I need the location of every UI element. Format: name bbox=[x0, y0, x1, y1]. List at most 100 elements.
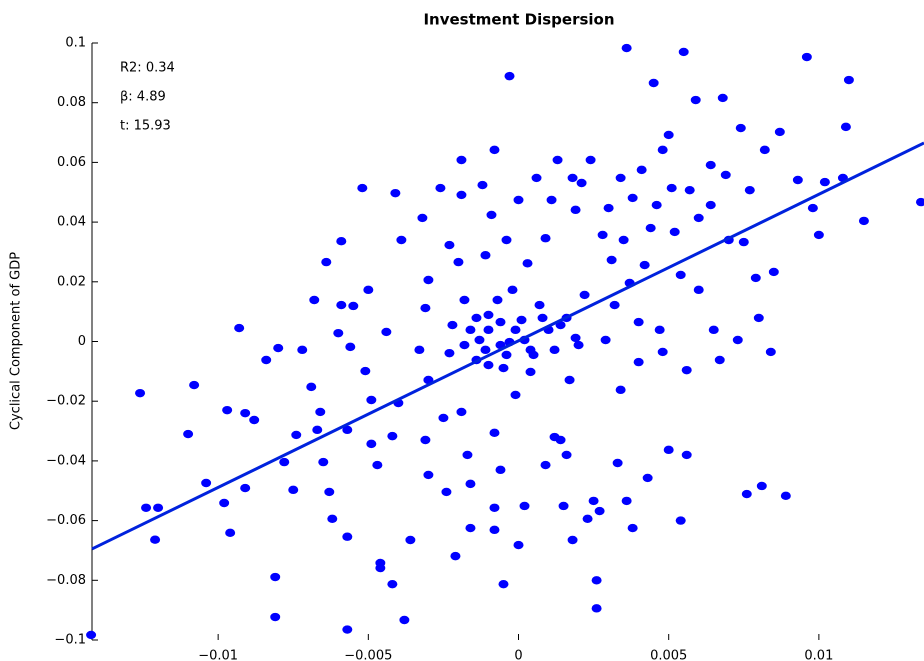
point bbox=[588, 496, 599, 506]
point bbox=[201, 478, 212, 488]
point bbox=[501, 235, 512, 245]
point bbox=[819, 177, 830, 187]
point bbox=[279, 457, 290, 467]
point bbox=[477, 180, 488, 190]
point bbox=[642, 473, 653, 483]
point bbox=[738, 237, 749, 247]
y-tick-label: −0.02 bbox=[46, 394, 86, 409]
point bbox=[657, 145, 668, 155]
point bbox=[288, 485, 299, 495]
point bbox=[480, 345, 491, 355]
point bbox=[735, 123, 746, 133]
point bbox=[537, 313, 548, 323]
point bbox=[465, 523, 476, 533]
point bbox=[684, 185, 695, 195]
point bbox=[564, 375, 575, 385]
point bbox=[135, 388, 146, 398]
point bbox=[261, 355, 272, 365]
point bbox=[513, 195, 524, 205]
point bbox=[336, 237, 347, 246]
point bbox=[438, 413, 449, 423]
point bbox=[759, 145, 770, 155]
point bbox=[675, 516, 686, 525]
point bbox=[501, 350, 512, 360]
point bbox=[585, 155, 596, 165]
point bbox=[750, 273, 761, 283]
point bbox=[756, 481, 767, 491]
point bbox=[483, 310, 494, 320]
point bbox=[366, 439, 377, 449]
point bbox=[315, 407, 326, 417]
point bbox=[657, 347, 668, 357]
point bbox=[381, 327, 392, 337]
point bbox=[732, 335, 743, 345]
point bbox=[612, 458, 623, 468]
point bbox=[519, 501, 530, 511]
point bbox=[597, 230, 608, 240]
point bbox=[345, 342, 356, 352]
point bbox=[708, 325, 719, 335]
chart-title: Investment Dispersion bbox=[423, 11, 614, 29]
point bbox=[423, 470, 434, 480]
point bbox=[627, 193, 638, 203]
point bbox=[753, 313, 764, 323]
point bbox=[648, 78, 659, 88]
point bbox=[489, 525, 500, 535]
point bbox=[435, 183, 446, 193]
y-tick-label: 0 bbox=[78, 334, 86, 349]
point bbox=[645, 223, 656, 233]
point bbox=[540, 234, 551, 243]
point bbox=[675, 270, 686, 280]
point bbox=[405, 535, 416, 545]
point bbox=[441, 487, 452, 497]
point bbox=[555, 435, 566, 445]
point bbox=[525, 367, 536, 377]
point bbox=[741, 489, 752, 499]
point bbox=[363, 285, 374, 295]
point bbox=[483, 325, 494, 335]
point bbox=[225, 528, 236, 538]
point bbox=[396, 235, 407, 245]
point bbox=[489, 503, 500, 512]
point bbox=[858, 216, 869, 226]
point bbox=[504, 71, 515, 81]
point bbox=[417, 213, 428, 223]
point bbox=[693, 213, 704, 223]
point bbox=[600, 335, 611, 345]
point bbox=[270, 612, 281, 622]
point bbox=[318, 457, 329, 467]
point bbox=[360, 366, 371, 376]
point bbox=[792, 175, 803, 185]
point bbox=[573, 340, 584, 350]
y-tick-label: 0.08 bbox=[57, 95, 86, 110]
point bbox=[528, 350, 539, 360]
point bbox=[348, 301, 359, 311]
point bbox=[552, 155, 563, 165]
y-tick-label: −0.08 bbox=[46, 573, 86, 588]
point bbox=[609, 300, 620, 310]
point bbox=[915, 197, 924, 207]
point bbox=[420, 303, 431, 313]
point bbox=[507, 285, 518, 295]
point bbox=[765, 347, 776, 357]
point bbox=[498, 579, 509, 589]
point bbox=[336, 300, 347, 310]
point bbox=[510, 390, 521, 400]
point bbox=[489, 145, 500, 155]
point bbox=[399, 615, 410, 625]
point bbox=[579, 290, 590, 300]
annotation: β: 4.89 bbox=[120, 90, 166, 105]
point bbox=[357, 183, 368, 193]
point bbox=[465, 479, 476, 489]
point bbox=[456, 190, 467, 200]
point bbox=[567, 535, 578, 545]
point bbox=[240, 408, 251, 418]
point bbox=[465, 325, 476, 335]
point bbox=[681, 450, 692, 460]
point bbox=[420, 435, 431, 445]
point bbox=[606, 255, 617, 265]
point bbox=[813, 230, 824, 240]
point bbox=[651, 200, 662, 210]
point bbox=[546, 195, 557, 205]
